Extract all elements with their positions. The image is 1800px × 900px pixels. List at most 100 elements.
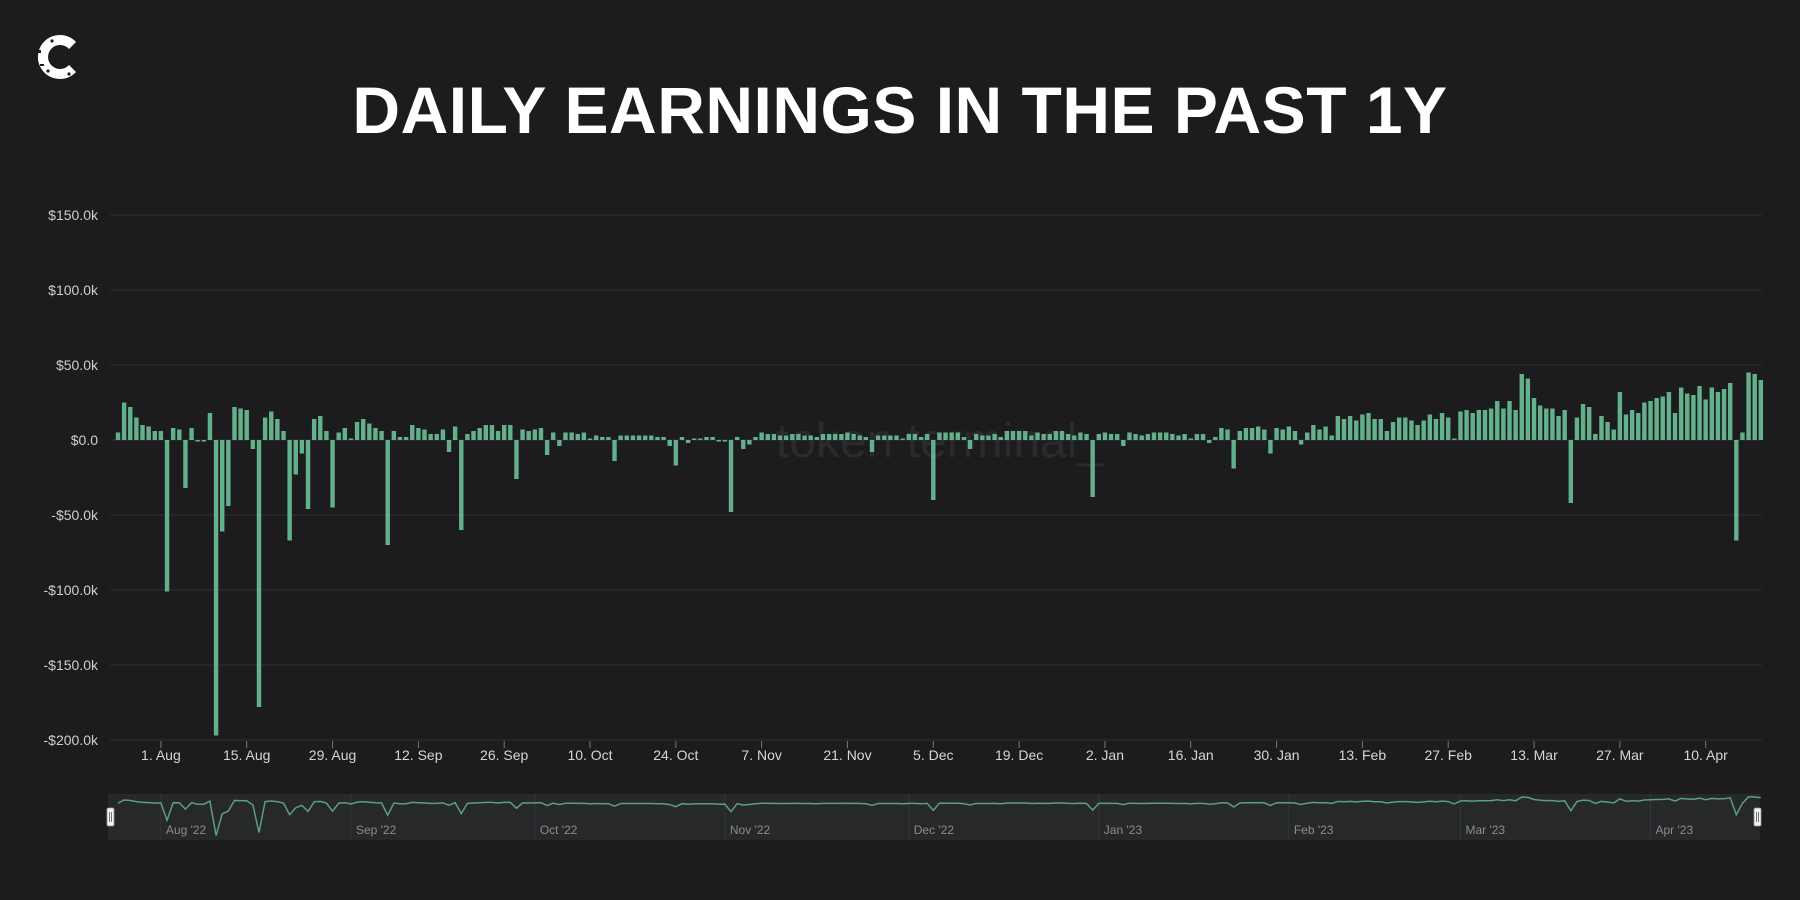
range-navigator[interactable]: Aug '22 Sep '22 Oct '22 Nov '22 Dec '22 Jan '… [106, 794, 1762, 840]
bar-2023-04-09 [1697, 386, 1702, 440]
bar-2022-09-18 [452, 426, 458, 440]
bar-2022-12-05 [931, 440, 936, 500]
x-tick-label: 21. Nov [823, 747, 871, 763]
bar-2022-09-19 [459, 440, 464, 530]
bar-2023-04-11 [1709, 387, 1714, 440]
watermark: token terminal_ [776, 415, 1105, 468]
bar-2023-03-14 [1537, 405, 1543, 440]
bar-2022-08-11 [220, 440, 225, 532]
bar-2022-09-24 [489, 425, 495, 440]
bar-2022-08-15 [244, 410, 249, 440]
bar-2023-01-12 [1164, 432, 1169, 440]
bar-2022-09-30 [526, 431, 531, 440]
bar-2023-01-03 [1108, 434, 1114, 440]
bar-2022-10-06 [563, 432, 568, 440]
bar-2022-10-26 [685, 440, 691, 443]
bar-2022-08-27 [318, 416, 323, 440]
bar-2022-11-11 [783, 435, 789, 440]
bar-2023-01-23 [1231, 440, 1236, 469]
bar-2023-03-29 [1629, 410, 1635, 440]
bar-2022-12-10 [961, 437, 967, 440]
bar-2022-10-27 [692, 438, 697, 440]
bar-2023-01-31 [1280, 429, 1285, 440]
bar-2022-08-28 [324, 431, 329, 440]
bar-2022-12-26 [1059, 431, 1065, 440]
bar-2023-01-11 [1157, 432, 1163, 440]
bar-2022-10-20 [649, 435, 654, 440]
bar-2023-03-07 [1495, 401, 1500, 440]
bar-2022-08-23 [293, 440, 298, 475]
x-tick-label: 10. Apr [1683, 747, 1728, 763]
bar-2022-10-29 [704, 437, 709, 440]
bar-2023-01-15 [1182, 434, 1187, 440]
bar-2023-03-17 [1556, 416, 1561, 440]
y-tick-label: $150.0k [48, 207, 99, 223]
bar-2022-10-31 [716, 440, 721, 442]
bar-2022-12-03 [918, 437, 924, 440]
bar-2022-09-23 [483, 425, 488, 440]
bar-2022-09-09 [397, 437, 403, 440]
bar-2022-12-13 [980, 435, 985, 440]
bar-2022-10-11 [593, 435, 599, 440]
bar-2022-07-25 [115, 432, 121, 440]
bar-2023-03-13 [1531, 398, 1537, 440]
bar-2023-03-18 [1562, 410, 1567, 440]
bar-2023-02-11 [1347, 416, 1353, 440]
x-tick-label: 13. Mar [1510, 747, 1558, 763]
bar-2022-08-12 [226, 440, 231, 506]
bar-2022-11-25 [869, 440, 875, 452]
bar-2022-10-21 [655, 437, 660, 440]
bar-2022-07-31 [152, 431, 157, 440]
bar-2022-10-24 [673, 440, 679, 466]
bar-2023-02-16 [1378, 419, 1383, 440]
bar-2023-01-29 [1268, 440, 1273, 454]
bar-2022-12-22 [1035, 432, 1040, 440]
bar-2022-12-09 [955, 432, 961, 440]
bar-2022-08-16 [250, 440, 256, 449]
bar-2022-12-01 [906, 434, 911, 440]
bar-2023-04-14 [1727, 383, 1733, 440]
bar-2023-01-09 [1145, 434, 1151, 440]
bar-2022-08-19 [269, 411, 274, 440]
gridlines [110, 214, 1762, 741]
bar-2023-03-05 [1482, 410, 1488, 440]
y-tick-label: -$100.0k [44, 582, 99, 598]
bar-2023-02-25 [1433, 419, 1439, 440]
navigator-month-label: Jan '23 [1104, 823, 1143, 837]
bar-2022-09-06 [379, 431, 384, 440]
bar-2023-03-16 [1550, 408, 1555, 440]
bar-2022-12-18 [1010, 431, 1016, 440]
navigator-right-handle[interactable] [1753, 807, 1762, 827]
bar-2022-07-30 [146, 426, 151, 440]
bar-2022-10-16 [624, 435, 629, 440]
bar-2022-09-28 [514, 440, 519, 479]
bar-2023-01-01 [1096, 434, 1101, 440]
bar-2022-10-03 [544, 440, 550, 455]
bar-2022-08-02 [164, 440, 170, 592]
bar-2023-03-03 [1470, 413, 1475, 440]
bar-2023-04-07 [1685, 393, 1690, 440]
bar-2022-11-23 [857, 435, 862, 440]
bar-2023-01-05 [1121, 440, 1126, 446]
navigator-month-label: Dec '22 [914, 823, 955, 837]
bar-2022-12-12 [974, 434, 979, 440]
bar-2022-11-05 [747, 440, 752, 445]
bar-2022-09-21 [471, 431, 476, 440]
bar-2023-04-16 [1740, 432, 1745, 440]
bar-2023-03-15 [1544, 408, 1549, 440]
bar-2022-12-06 [937, 432, 942, 440]
bar-2023-01-06 [1127, 432, 1132, 440]
bar-2023-02-26 [1439, 413, 1445, 440]
bar-2023-02-05 [1311, 425, 1316, 440]
bar-2022-09-16 [440, 429, 446, 440]
navigator-left-handle[interactable] [106, 807, 115, 827]
x-tick-label: 15. Aug [223, 747, 271, 763]
bar-2023-03-27 [1617, 392, 1623, 440]
bar-2022-12-07 [943, 432, 948, 440]
bar-2022-10-30 [710, 437, 715, 440]
bar-2023-02-28 [1452, 438, 1457, 440]
bar-2022-12-11 [967, 440, 973, 449]
bar-2022-10-05 [557, 440, 562, 446]
x-tick-label: 13. Feb [1339, 747, 1387, 763]
bar-2023-03-06 [1488, 408, 1494, 440]
